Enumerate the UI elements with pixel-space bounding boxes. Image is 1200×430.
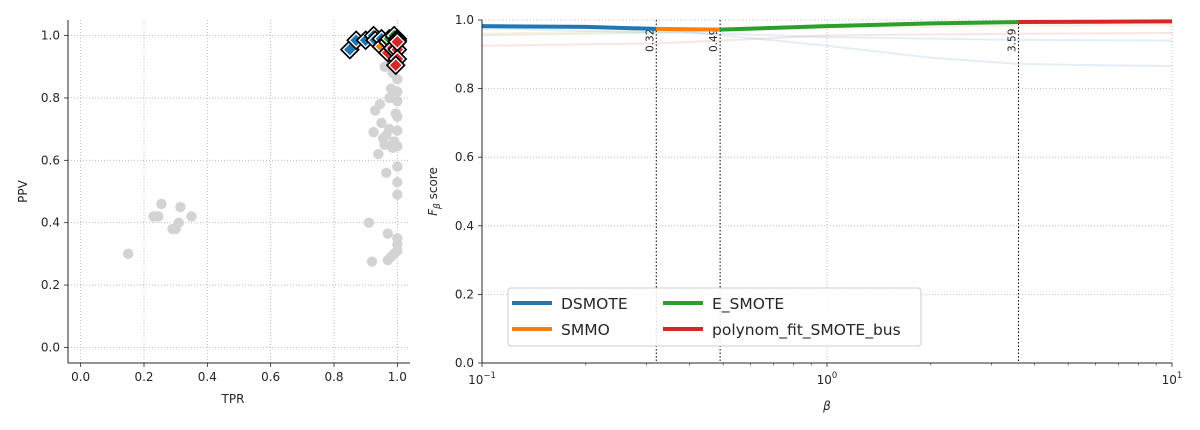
y-tick-label: 0.6 [455,150,474,164]
y-tick-label: 0.4 [41,216,60,230]
y-tick-label: 0.4 [455,219,474,233]
legend-label: E_SMOTE [712,295,784,314]
y-tick-label: 0.2 [455,287,474,301]
x-tick-exponent: 1 [1177,371,1182,381]
background-point [186,211,197,222]
background-point [392,141,403,152]
scatter-chart-tpr-ppv: 0.0 0.2 0.4 0.6 0.8 1.0 0.0 0.2 0.4 0.6 0.8 1.0 TPR P… [16,20,410,406]
x-tick-label: 0.0 [71,370,90,384]
background-point [175,201,186,213]
x-axis-label: TPR [221,392,245,406]
threshold-label: 3.59 [1007,29,1019,52]
background-point [384,123,395,135]
y-axis-label-rest: score [426,167,440,203]
y-axis-label: Fβ score [426,167,443,216]
background-point [374,98,386,110]
x-tick-exponent: 0 [832,371,837,381]
y-tick-label: 0.2 [41,278,60,292]
x-tick-label: 101 [1162,371,1183,387]
x-tick-label: 100 [817,371,838,387]
y-axis-label-sub: β [433,203,443,210]
y-tick-label: 0.0 [41,340,60,354]
threshold-label: 0.49 [708,29,720,52]
legend-label: DSMOTE [561,295,628,313]
x-tick-label: 0.4 [198,370,217,384]
background-point [156,198,167,210]
series-line-e-smote [720,20,1019,32]
background-point [368,127,379,138]
background-point [392,111,403,122]
background-point [173,217,185,228]
y-axis-label: PPV [16,179,30,202]
x-tick-base: 10 [1162,373,1177,387]
background-point [122,248,134,260]
background-point [384,92,395,104]
background-point [153,211,164,222]
y-tick-label: 0.0 [455,356,474,370]
background-point [392,86,403,97]
background-point [373,148,384,160]
background-curve [481,32,1173,47]
x-tick-exponent: −1 [483,371,496,381]
y-tick-label: 1.0 [455,13,474,27]
highlight-point-dsmote [344,43,356,56]
y-tick-label: 1.0 [41,29,60,43]
background-curve [481,27,1173,42]
x-tick-label: 0.6 [261,370,280,384]
series-line-smmo [656,26,721,32]
x-tick-label: 0.2 [134,370,153,384]
series-line-polynom-fit-smote-bus [1018,19,1173,25]
background-point [392,161,403,172]
x-axis-label: β [822,399,831,413]
y-tick-label: 0.8 [41,91,60,105]
background-point [392,176,403,188]
legend-label: polynom_fit_SMOTE_bus [712,321,901,340]
y-tick-label: 0.6 [41,153,60,167]
threshold-label: 0.32 [644,29,656,52]
y-tick-label: 0.8 [455,82,474,96]
background-point [392,189,403,200]
x-tick-label: 10−1 [468,371,496,387]
x-tick-base: 10 [468,373,483,387]
y-axis-label-f: F [426,208,440,216]
background-point [392,125,403,136]
highlight-point-polynom-fit-smote-bus [389,59,402,72]
series-line-dsmote [481,24,657,31]
background-point [363,217,375,228]
background-point [379,139,390,150]
background-point [382,228,394,239]
background-point [392,245,403,256]
x-tick-base: 10 [817,373,832,387]
legend-frame [507,287,922,347]
background-point [392,74,403,85]
legend: DSMOTE SMMO E_SMOTE polynom_fit_SMOTE_bus [507,287,922,347]
legend-label: SMMO [561,321,610,339]
background-point [366,256,378,267]
background-point [392,95,403,107]
x-tick-label: 0.8 [324,370,343,384]
x-tick-label: 1.0 [388,370,407,384]
background-point [376,117,387,129]
highlight-point-polynom-fit-smote-bus [391,36,404,48]
background-point [381,167,392,178]
